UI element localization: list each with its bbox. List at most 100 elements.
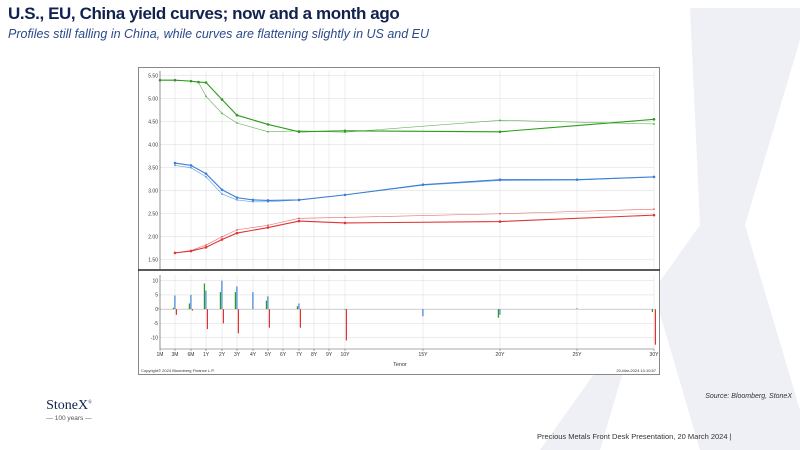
eu-change-bar (344, 309, 346, 310)
x-tick-label: 25Y (573, 352, 583, 358)
eu-change-bar (267, 296, 269, 310)
china-change-bar (175, 309, 177, 315)
chart-copyright: Copyright© 2024 Bloomberg Finance L.P. (141, 368, 215, 373)
y-tick-label: 0 (155, 307, 158, 313)
eu-point (298, 199, 300, 201)
x-tick-label: 2Y (219, 352, 226, 358)
china-point (498, 220, 502, 223)
china-change-bar (191, 309, 193, 311)
china-point (190, 249, 192, 252)
logo-trademark: ® (88, 400, 92, 406)
eu-change-bar (174, 295, 176, 310)
us-point (499, 119, 501, 122)
chart-frame (138, 67, 660, 375)
eu-point (267, 200, 269, 203)
us-change-bar (296, 306, 298, 310)
slide-title: U.S., EU, China yield curves; now and a … (8, 4, 400, 23)
us-point (344, 131, 346, 134)
us-point (298, 129, 300, 132)
x-tick-label: 15Y (419, 352, 429, 358)
us-change-bar (172, 307, 174, 310)
china-point (220, 238, 224, 241)
stonex-logo: StoneX® — 100 years — (34, 398, 104, 422)
x-tick-label: 1M (157, 352, 164, 358)
china-month-ago-curve (174, 208, 655, 254)
eu-point (252, 200, 254, 203)
y-tick-label: 5.00 (148, 96, 158, 102)
china-point (343, 221, 347, 225)
eu-change-bar (499, 309, 501, 315)
yield-panel: 1.50 2.00 2.50 3.00 3.50 4.00 4.50 5.00 5.50 (138, 71, 660, 271)
us-point (205, 95, 207, 98)
y-tick-label: 4.00 (148, 142, 158, 148)
eu-point (174, 164, 176, 167)
china-point (267, 224, 269, 227)
x-tick-label: 6Y (280, 352, 287, 358)
china-point (344, 216, 346, 219)
us-point (174, 79, 176, 82)
china-point (174, 251, 176, 254)
china-point (221, 235, 223, 238)
china-current-curve (174, 214, 655, 254)
eu-point (653, 176, 655, 178)
china-point (499, 212, 501, 215)
china-point (205, 244, 207, 246)
y-tick-label: 3.00 (148, 188, 158, 194)
us-point (498, 130, 502, 134)
china-point (297, 219, 301, 223)
slide-subtitle: Profiles still falling in China, while c… (8, 27, 430, 41)
x-tick-label: 30Y (650, 352, 660, 358)
us-change-bar (651, 309, 653, 312)
eu-point (235, 196, 239, 199)
x-tick-label: 8Y (311, 352, 318, 358)
china-point (298, 217, 300, 220)
us-point (204, 81, 208, 84)
us-point (652, 118, 656, 121)
eu-point (344, 193, 346, 196)
china-point (235, 231, 239, 235)
us-change-bar (497, 309, 499, 318)
x-tick-label: 6M (188, 352, 195, 358)
china-change-bar (268, 309, 270, 328)
us-point (235, 113, 239, 117)
eu-point (576, 179, 578, 182)
eu-point (220, 188, 224, 192)
us-point (267, 130, 269, 133)
y-tick-label: 2.50 (148, 211, 158, 217)
china-point (236, 228, 238, 231)
eu-point (422, 184, 424, 187)
us-point (236, 122, 238, 124)
us-point (159, 79, 161, 82)
eu-change-bar (236, 286, 238, 310)
logo-name-text: StoneX (46, 398, 89, 413)
y-tick-label: -10 (151, 335, 158, 341)
x-axis-title: Tenor (393, 362, 407, 368)
china-point (204, 246, 208, 249)
china-change-bar (345, 309, 347, 341)
x-tick-label: 20Y (496, 352, 506, 358)
eu-point (173, 161, 177, 165)
us-change-bar (219, 292, 221, 310)
us-point (221, 112, 223, 115)
eu-change-bar (190, 294, 192, 310)
eu-change-bar (576, 308, 578, 310)
yield-curve-chart: 1.50 2.00 2.50 3.00 3.50 4.00 4.50 5.00 5.50 10 5… (138, 67, 660, 375)
eu-change-bar (205, 290, 207, 310)
eu-point (205, 176, 207, 178)
eu-change-bar (298, 303, 300, 310)
slide-footer: Precious Metals Front Desk Presentation,… (537, 432, 732, 441)
china-point (653, 208, 655, 211)
china-change-bar (222, 309, 224, 324)
x-tick-label: 5Y (265, 352, 272, 358)
y-tick-label: 4.50 (148, 119, 158, 125)
x-tick-label: 7Y (296, 352, 303, 358)
eu-point (499, 179, 501, 182)
us-change-bar (188, 303, 190, 310)
source-note: Source: Bloomberg, StoneX (705, 393, 792, 400)
eu-change-bar (422, 309, 424, 317)
us-change-bar (203, 283, 205, 310)
x-tick-label: 1Y (203, 352, 210, 358)
eu-point (190, 166, 192, 169)
china-point (266, 226, 270, 229)
eu-change-bar (252, 292, 254, 310)
